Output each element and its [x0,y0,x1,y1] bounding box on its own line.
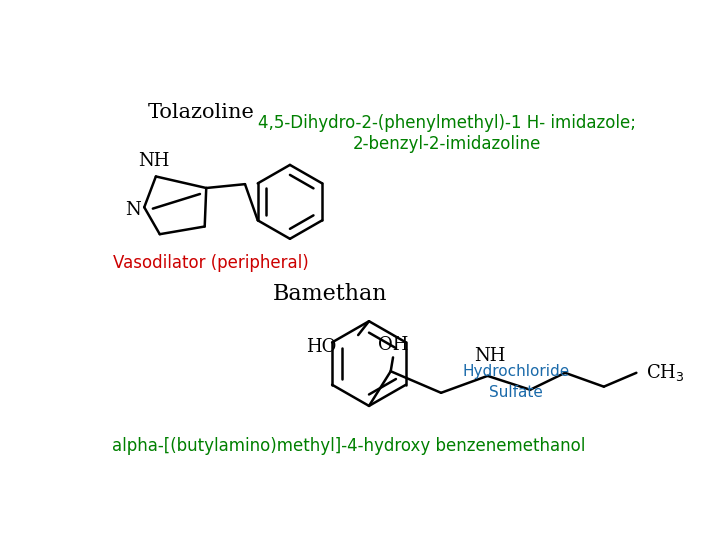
Text: N: N [125,200,141,219]
Text: NH: NH [474,347,505,365]
Text: alpha-[(butylamino)methyl]-4-hydroxy benzenemethanol: alpha-[(butylamino)methyl]-4-hydroxy ben… [112,437,585,455]
Text: Sulfate: Sulfate [490,384,543,400]
Text: Tolazoline: Tolazoline [148,103,254,122]
Text: Vasodilator (peripheral): Vasodilator (peripheral) [113,254,309,273]
Text: 2-benzyl-2-imidazoline: 2-benzyl-2-imidazoline [352,135,541,153]
Text: NH: NH [139,152,170,170]
Text: HO: HO [306,338,336,356]
Text: 4,5-Dihydro-2-(phenylmethyl)-1 H- imidazole;: 4,5-Dihydro-2-(phenylmethyl)-1 H- imidaz… [258,113,636,132]
Text: CH$_3$: CH$_3$ [646,362,684,383]
Text: Hydrochloride: Hydrochloride [463,364,570,379]
Text: Bamethan: Bamethan [273,284,387,305]
Text: OH: OH [378,336,408,354]
